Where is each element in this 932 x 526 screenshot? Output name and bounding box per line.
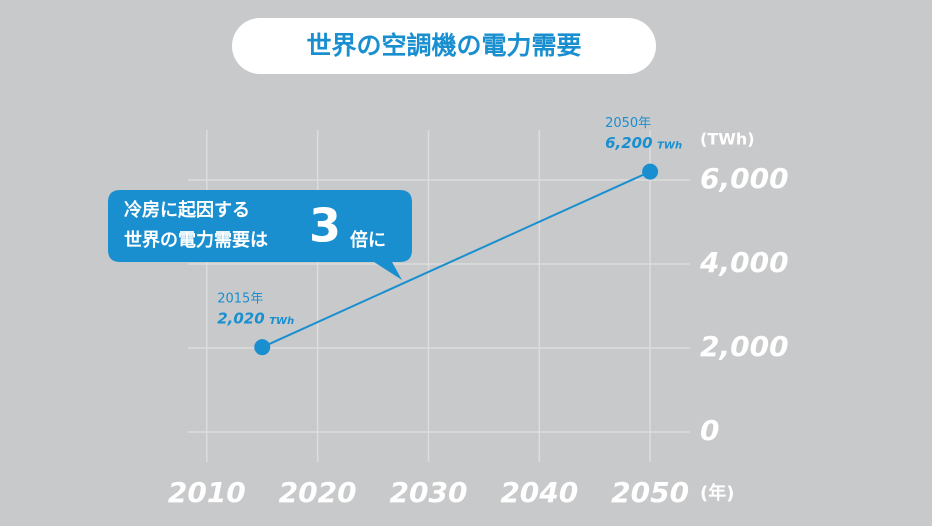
- x-tick-label: 2040: [500, 476, 578, 509]
- callout-emphasis: 3: [309, 199, 341, 253]
- x-tick-label: 2050: [611, 476, 689, 509]
- value-label: 2,020: [217, 310, 264, 328]
- callout-bubble: [108, 190, 412, 280]
- y-tick-label: 2,000: [700, 330, 789, 363]
- data-point: [254, 339, 271, 356]
- y-tick-label: 6,000: [700, 162, 789, 195]
- title-pill: [232, 18, 656, 74]
- plot: 2010 2020 2030 2040 2050 0 2,000 4,000 6,000 2015…: [168, 116, 789, 509]
- point-label: 2015年: [217, 292, 263, 307]
- callout-text: 倍に: [350, 229, 386, 251]
- x-tick-label: 2010: [168, 476, 246, 509]
- callout-text: 世界の電力需要は: [124, 230, 268, 251]
- x-tick-label: 2020: [279, 476, 357, 509]
- y-axis-label: (TWh): [700, 130, 755, 149]
- value-unit: TWh: [657, 141, 682, 152]
- point-label: 2050年: [605, 116, 651, 131]
- y-tick-label: 4,000: [699, 246, 789, 279]
- y-tick-label: 0: [700, 414, 719, 447]
- data-point: [642, 163, 659, 180]
- value-label: 6,200: [605, 134, 652, 152]
- chart-title: 世界の空調機の電力需要: [306, 31, 581, 60]
- x-axis-label: (年): [700, 482, 734, 504]
- value-unit: TWh: [269, 316, 294, 327]
- x-tick-label: 2030: [390, 476, 468, 509]
- data-line: [261, 170, 651, 349]
- callout-text: 冷房に起因する: [124, 199, 250, 221]
